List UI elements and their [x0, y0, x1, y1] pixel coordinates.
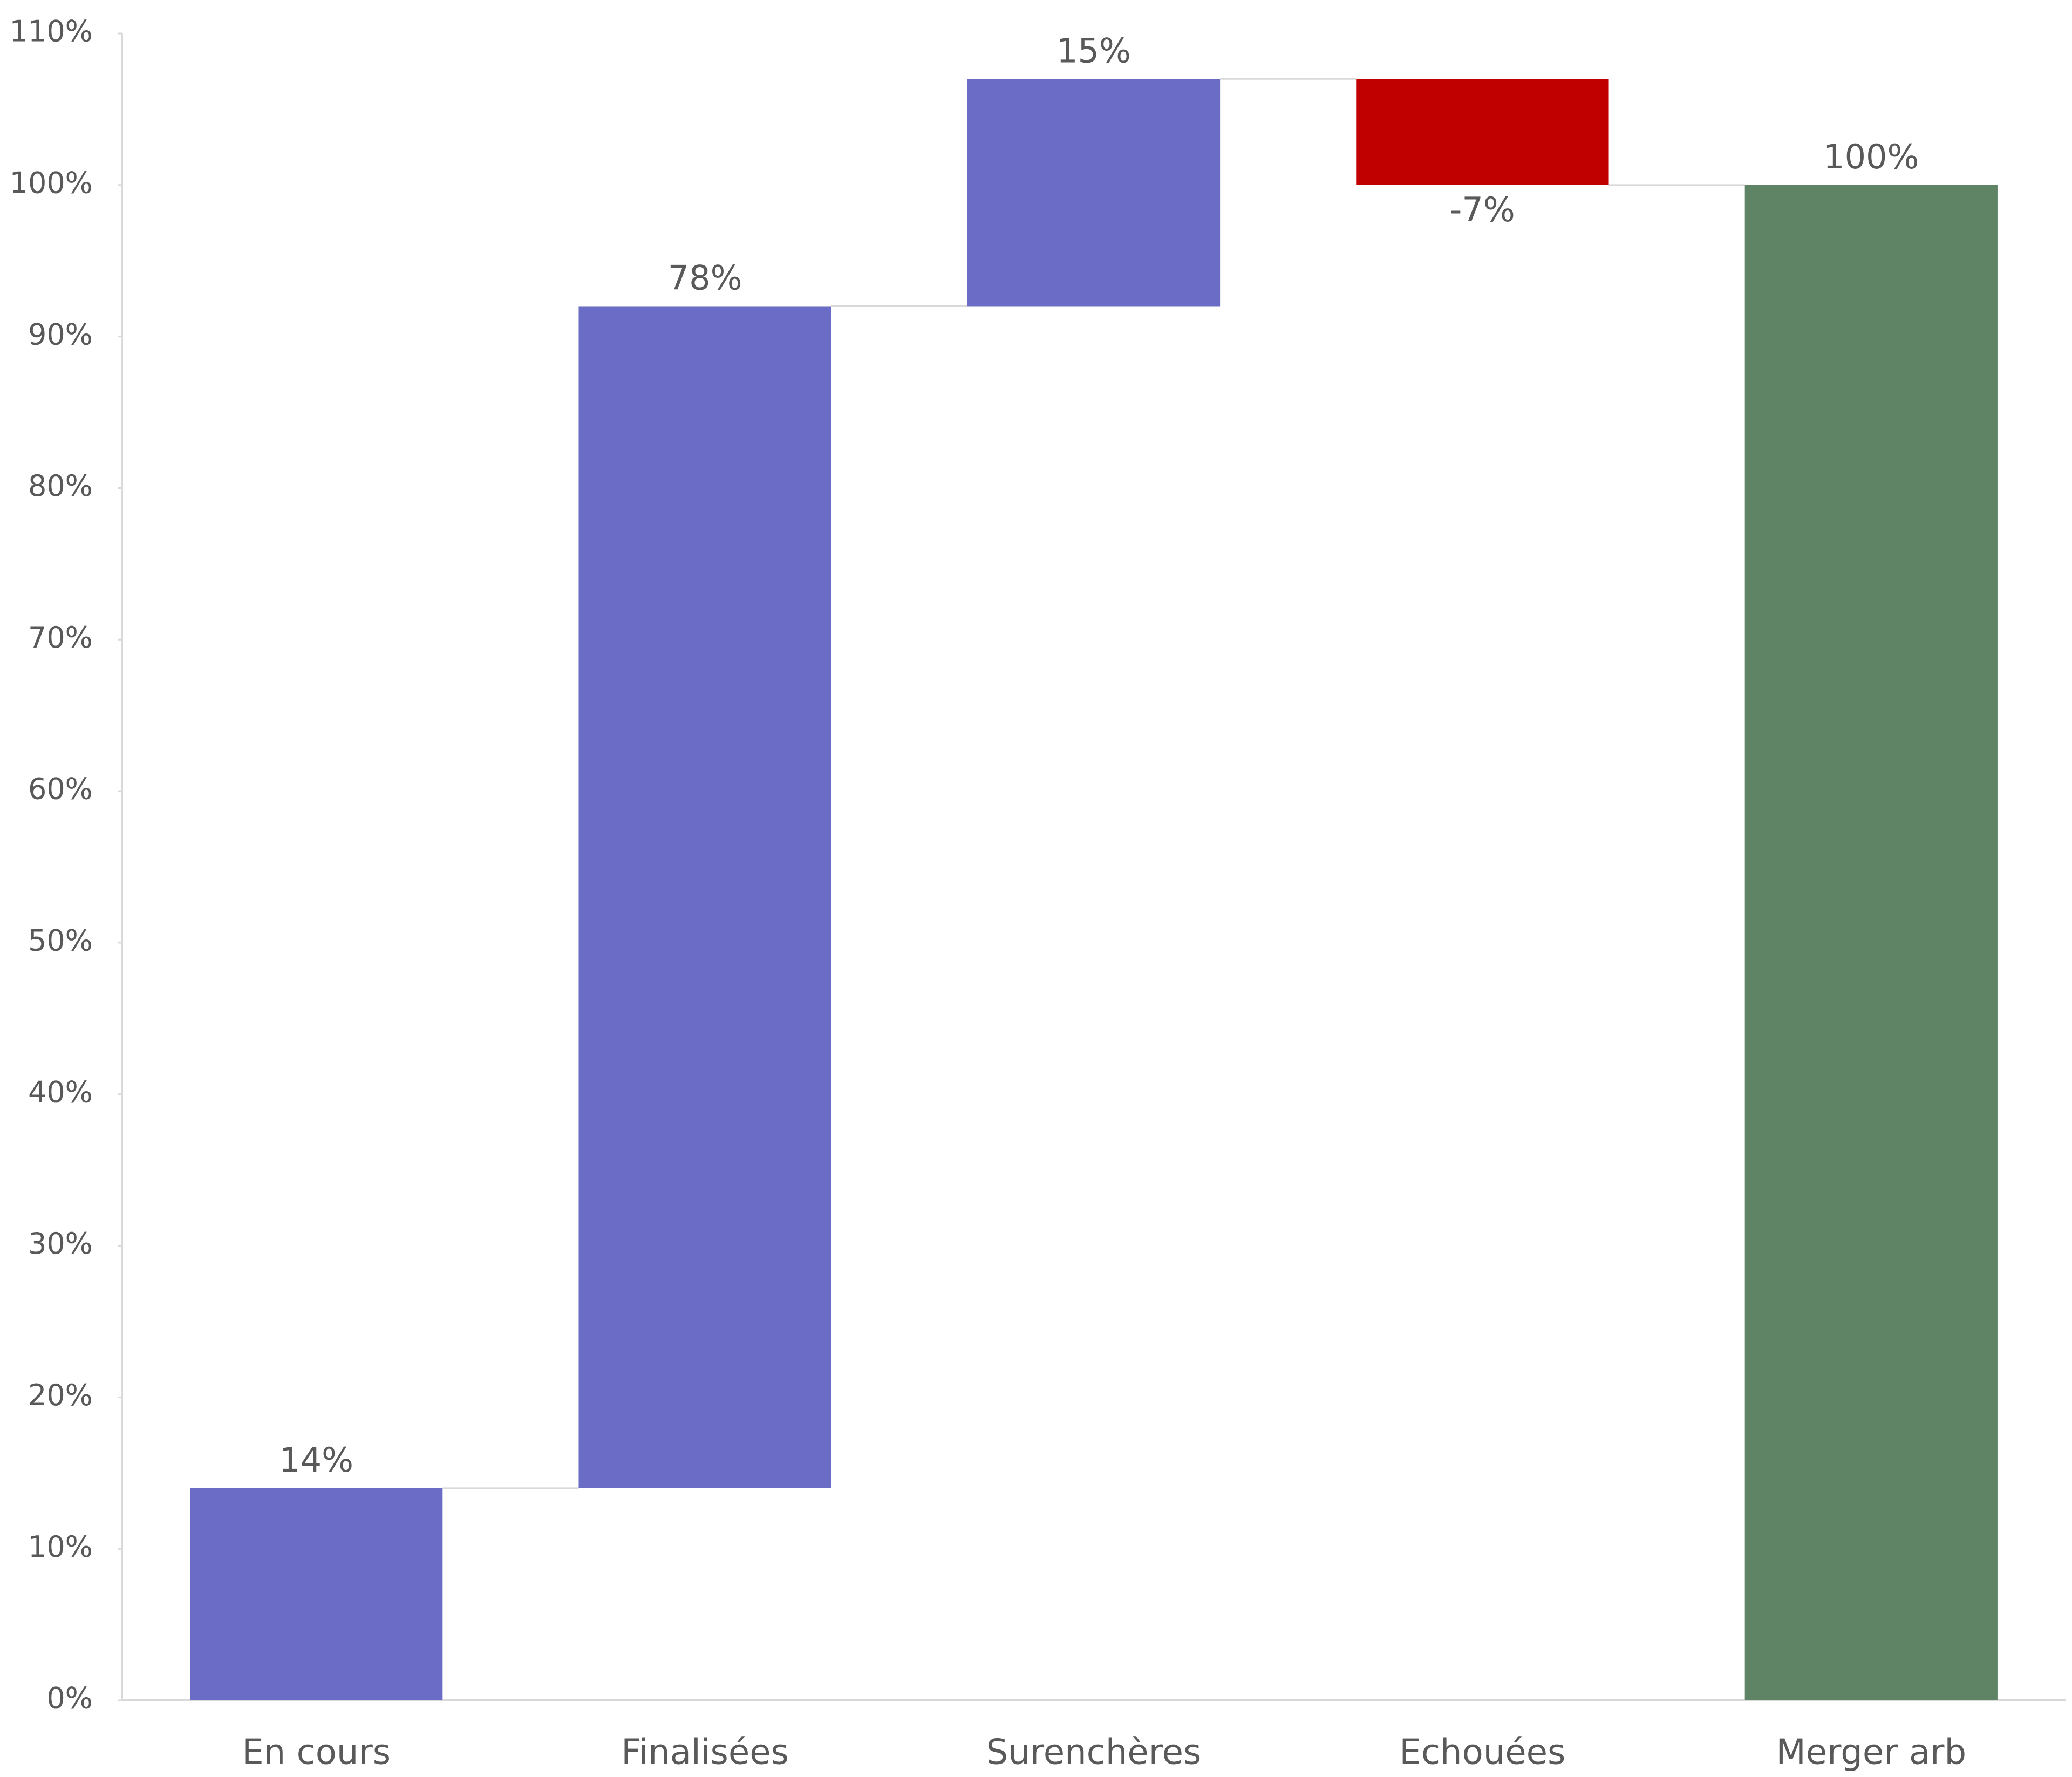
y-tick-label: 10% — [28, 1530, 93, 1564]
y-tick-label: 100% — [10, 166, 93, 200]
y-tick-label: 30% — [28, 1227, 93, 1261]
y-tick-label: 110% — [10, 15, 93, 49]
y-tick-label: 20% — [28, 1378, 93, 1412]
bar — [190, 1488, 443, 1700]
y-tick-label: 50% — [28, 924, 93, 958]
value-label: 14% — [279, 1440, 353, 1480]
value-label: -7% — [1450, 190, 1515, 229]
bar — [1744, 185, 1998, 1701]
y-tick-label: 90% — [28, 317, 93, 351]
bar — [967, 79, 1221, 307]
x-tick-label: En cours — [242, 1733, 391, 1773]
y-tick-label: 40% — [28, 1075, 93, 1109]
y-tick-label: 80% — [28, 469, 93, 503]
value-label: 78% — [668, 258, 742, 298]
value-label: 100% — [1823, 137, 1919, 176]
bar — [578, 306, 831, 1488]
x-tick-label: Surenchères — [986, 1733, 1202, 1773]
y-tick-label: 70% — [28, 621, 93, 655]
x-tick-label: Merger arb — [1776, 1733, 1967, 1773]
bar — [1356, 79, 1609, 185]
y-tick-label: 0% — [46, 1681, 93, 1715]
y-tick-label: 60% — [28, 772, 93, 806]
x-tick-label: Echouées — [1399, 1733, 1565, 1773]
value-label: 15% — [1057, 31, 1131, 70]
x-tick-label: Finalisées — [621, 1733, 789, 1773]
